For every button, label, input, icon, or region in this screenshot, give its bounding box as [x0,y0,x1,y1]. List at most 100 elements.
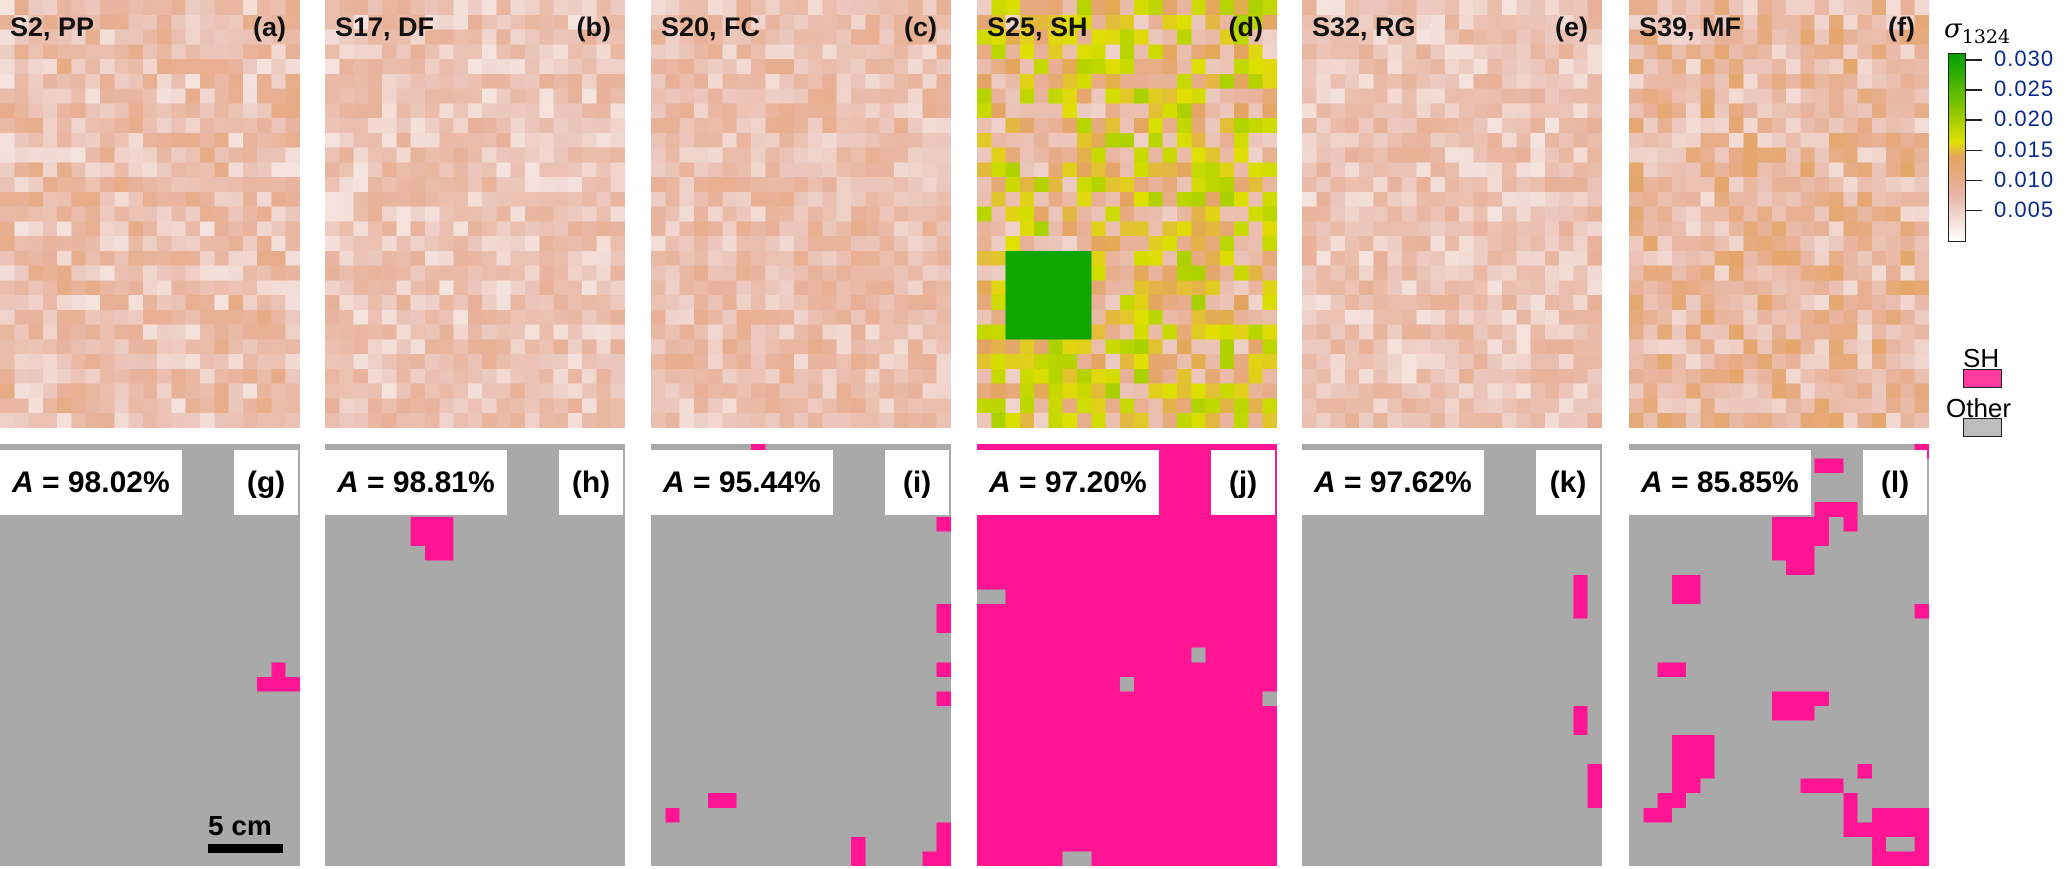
heatmap-cell [214,0,229,16]
heatmap-cell [1077,118,1092,134]
heatmap-cell [1530,191,1546,207]
heatmap-cell [496,147,511,163]
heatmap-cell [1700,191,1715,207]
heatmap-cell [242,236,258,252]
heatmap-cell [1205,103,1221,119]
heatmap-cell [751,147,766,163]
heatmap-cell [1019,177,1035,193]
heatmap-cell [793,265,809,281]
heatmap-cell [893,309,909,325]
scale-bar-label: 5 cm [208,810,272,841]
heatmap-cell [567,236,583,252]
heatmap-cell [1843,280,1858,296]
heatmap-cell [410,354,426,370]
heatmap-cell [157,0,172,16]
heatmap-cell [922,221,937,237]
heatmap-cell [1048,147,1063,163]
heatmap-cell [114,206,129,222]
heatmap-cell [596,118,611,134]
heatmap-cell [1729,73,1744,89]
heatmap-cell [553,0,569,16]
heatmap-cell [496,44,511,60]
heatmap-cell [779,398,795,414]
heatmap-cell [1502,236,1517,252]
heatmap-cell [1800,339,1815,355]
colorbar-tick [1965,59,1982,61]
heatmap-cell [893,265,909,281]
heatmap-cell [1516,162,1531,178]
heatmap-cell [991,280,1006,296]
heatmap-cell [539,221,554,237]
heatmap-cell [525,88,540,104]
heatmap-cell [1444,295,1460,311]
heatmap-cell [1430,29,1446,45]
heatmap-cell [114,103,129,119]
heatmap-cell [1262,0,1277,16]
heatmap-cell [736,44,752,60]
heatmap-cell [1077,162,1092,178]
heatmap-cell [1148,191,1163,207]
heatmap-cell [793,191,809,207]
heatmap-cell [1344,132,1360,148]
heatmap-cell [1871,132,1887,148]
heatmap-cell [1134,265,1149,281]
heatmap-cell [142,162,158,178]
heatmap-cell [879,103,895,119]
heatmap-cell [382,44,397,60]
heatmap-cell [1134,177,1149,193]
heatmap-cell [879,413,895,428]
heatmap-cell [708,413,723,428]
heatmap-cell [128,59,144,75]
heatmap-cell [708,295,723,311]
heatmap-cell [1048,413,1063,428]
heatmap-cell [57,73,72,89]
heatmap-cell [991,265,1006,281]
heatmap-cell [1729,339,1744,355]
heatmap-cell [71,280,86,296]
heatmap-cell [651,0,666,16]
heatmap-cell [1234,295,1249,311]
heatmap-cell [0,280,15,296]
accuracy-label: A = 97.62% [1302,450,1484,515]
heatmap-cell [977,309,992,325]
heatmap-cell [1134,206,1149,222]
heatmap-cell [157,206,172,222]
heatmap-cell [382,73,397,89]
heatmap-cell [1062,147,1078,163]
heatmap-cell [1077,236,1092,252]
heatmap-cell [1643,118,1658,134]
heatmap-cell [14,132,29,148]
heatmap-cell [1234,265,1249,281]
heatmap-cell [651,354,666,370]
heatmap-cell [908,324,923,340]
heatmap-cell [228,413,244,428]
heatmap-cell [722,295,737,311]
heatmap-cell [439,73,454,89]
heatmap-cell [85,44,101,60]
heatmap-cell [353,354,369,370]
heatmap-cell [1671,368,1687,385]
heatmap-cell [693,413,709,428]
heatmap-cell [200,0,215,16]
heatmap [977,0,1277,428]
heatmap-cell [793,162,809,178]
heatmap-cell [822,59,837,75]
heatmap-cell [1771,221,1787,237]
heatmap-cell [836,309,852,325]
heatmap-cell [1444,59,1460,75]
heatmap-cell [793,221,809,237]
heatmap-cell [1487,413,1503,428]
sh-patch [936,691,951,706]
heatmap-cell [553,44,569,60]
heatmap-cell [1019,250,1035,266]
heatmap-cell [1402,147,1417,163]
heatmap-cell [665,177,680,193]
heatmap-cell [1119,59,1135,75]
heatmap-cell [1148,44,1163,60]
heatmap-cell [1686,14,1701,30]
heatmap-cell [185,103,201,119]
heatmap-cell [596,250,611,266]
heatmap-cell [1034,236,1049,252]
heatmap-cell [651,73,666,89]
heatmap-cell [467,413,483,428]
